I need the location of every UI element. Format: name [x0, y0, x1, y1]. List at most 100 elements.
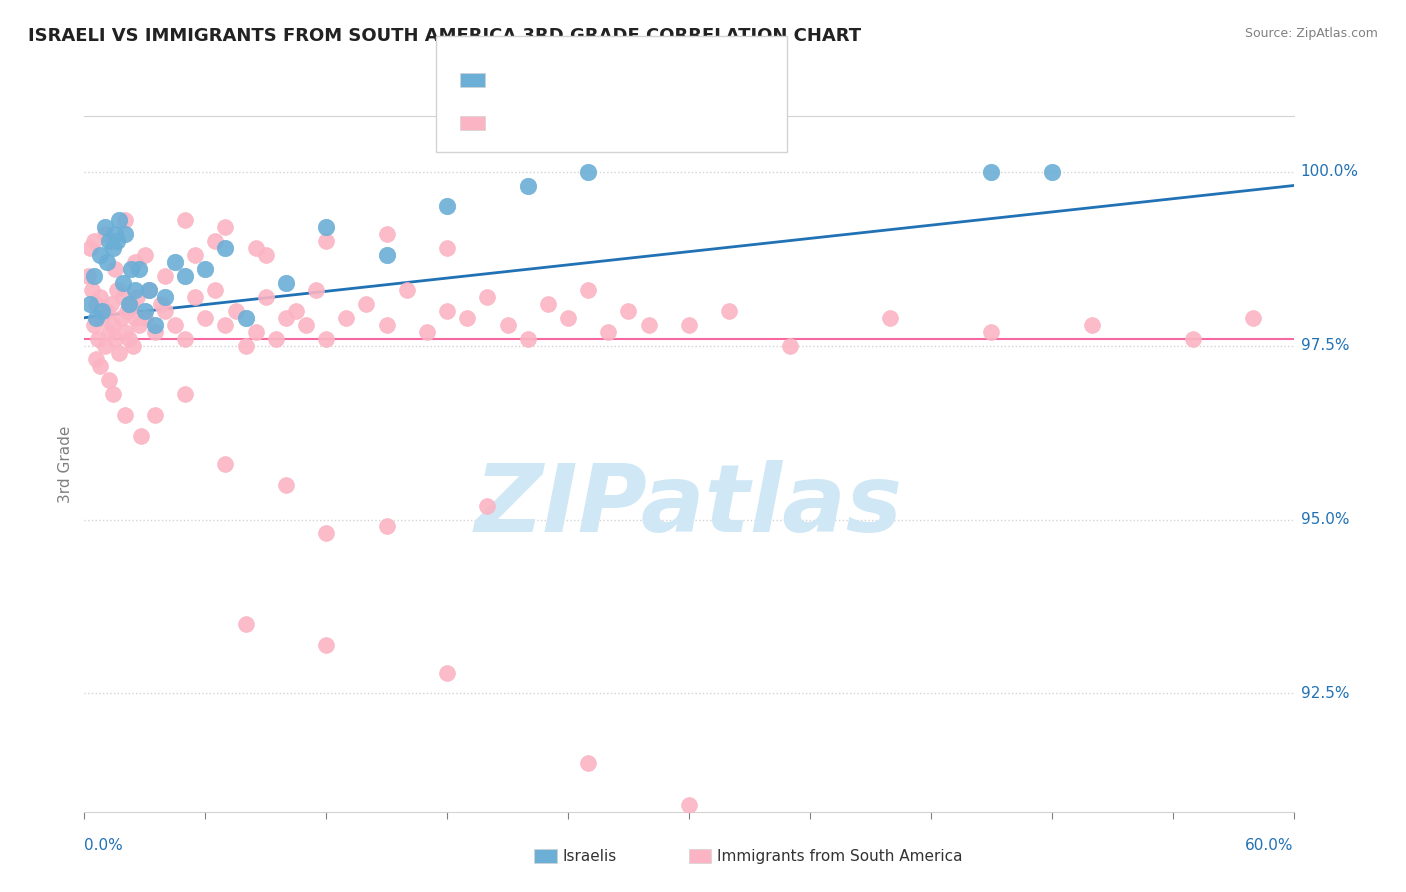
Point	[194, 310, 217, 325]
Point	[83, 268, 105, 283]
Point	[125, 290, 148, 304]
Point	[315, 526, 337, 541]
Point	[254, 248, 277, 262]
Point	[93, 227, 115, 242]
Point	[143, 408, 166, 422]
Text: 0.0%: 0.0%	[84, 838, 124, 854]
Point	[115, 303, 138, 318]
Point	[315, 234, 337, 248]
Point	[153, 268, 176, 283]
Point	[79, 241, 101, 255]
Point	[104, 262, 127, 277]
Point	[91, 303, 114, 318]
Point	[97, 325, 120, 339]
Point	[516, 178, 538, 193]
Point	[134, 310, 156, 325]
Point	[214, 318, 236, 332]
Point	[1081, 318, 1104, 332]
Point	[245, 325, 267, 339]
Point	[138, 283, 160, 297]
Point	[315, 638, 337, 652]
Point	[149, 297, 172, 311]
Point	[295, 318, 318, 332]
Point	[104, 332, 127, 346]
Point	[138, 283, 160, 297]
Point	[254, 290, 277, 304]
Point	[436, 199, 458, 213]
Point	[980, 325, 1002, 339]
Point	[174, 268, 197, 283]
Point	[537, 297, 560, 311]
Point	[114, 408, 136, 422]
Point	[436, 241, 458, 255]
Text: Source: ZipAtlas.com: Source: ZipAtlas.com	[1244, 27, 1378, 40]
Point	[101, 318, 124, 332]
Point	[101, 387, 124, 401]
Point	[335, 310, 357, 325]
Text: 95.0%: 95.0%	[1301, 512, 1348, 527]
Point	[174, 332, 197, 346]
Point	[86, 310, 108, 325]
Text: R = 0.489   N =  35: R = 0.489 N = 35	[496, 71, 658, 89]
Point	[89, 290, 111, 304]
Point	[121, 338, 143, 352]
Point	[274, 477, 297, 491]
Point	[143, 318, 166, 332]
Point	[576, 164, 599, 178]
Point	[114, 227, 136, 242]
Point	[120, 262, 142, 277]
Point	[101, 241, 124, 255]
Point	[576, 283, 599, 297]
Text: ZIPatlas: ZIPatlas	[475, 459, 903, 551]
Point	[104, 227, 127, 242]
Point	[77, 268, 100, 283]
Point	[375, 519, 398, 533]
Point	[375, 318, 398, 332]
Point	[315, 332, 337, 346]
Point	[165, 255, 187, 269]
Point	[557, 310, 579, 325]
Text: R = 0.007   N = 107: R = 0.007 N = 107	[496, 114, 664, 132]
Point	[284, 303, 308, 318]
Text: ISRAELI VS IMMIGRANTS FROM SOUTH AMERICA 3RD GRADE CORRELATION CHART: ISRAELI VS IMMIGRANTS FROM SOUTH AMERICA…	[28, 27, 862, 45]
Point	[225, 303, 247, 318]
Point	[100, 297, 122, 311]
Point	[134, 248, 156, 262]
Point	[496, 318, 519, 332]
Point	[143, 325, 166, 339]
Point	[194, 262, 217, 277]
Point	[214, 241, 236, 255]
Point	[718, 303, 741, 318]
Point	[516, 332, 538, 346]
Point	[118, 332, 141, 346]
Text: 92.5%: 92.5%	[1301, 686, 1348, 701]
Point	[86, 297, 108, 311]
Point	[93, 220, 115, 235]
Text: 97.5%: 97.5%	[1301, 338, 1348, 353]
Point	[174, 387, 197, 401]
Point	[204, 234, 226, 248]
Point	[477, 499, 499, 513]
Point	[129, 429, 152, 443]
Point	[134, 303, 156, 318]
Point	[235, 616, 257, 631]
Point	[97, 373, 120, 387]
Point	[879, 310, 901, 325]
Point	[184, 290, 207, 304]
Text: Israelis: Israelis	[562, 849, 617, 863]
Point	[107, 345, 129, 359]
Text: 60.0%: 60.0%	[1246, 838, 1294, 854]
Point	[120, 297, 142, 311]
Point	[124, 255, 146, 269]
Point	[305, 283, 328, 297]
Point	[274, 276, 297, 290]
Point	[235, 310, 257, 325]
Point	[1040, 164, 1063, 178]
Point	[83, 318, 105, 332]
Point	[184, 248, 207, 262]
Point	[245, 241, 267, 255]
Point	[153, 303, 176, 318]
Point	[637, 318, 659, 332]
Point	[779, 338, 801, 352]
Point	[111, 276, 134, 290]
